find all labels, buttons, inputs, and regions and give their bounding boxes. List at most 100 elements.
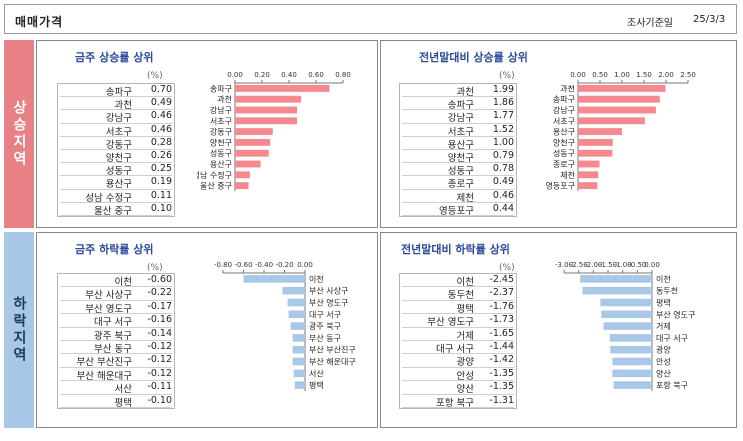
category-label: 부산 사상구 — [309, 286, 348, 296]
bar — [290, 322, 305, 330]
region-name: 부산 영도구 — [85, 303, 132, 315]
region-value: -1.73 — [489, 314, 514, 326]
region-name: 송파구 — [105, 87, 132, 98]
bar — [578, 160, 600, 168]
region-name: 이천 — [114, 277, 132, 288]
region-value: 1.00 — [492, 136, 514, 148]
survey-date-label: 조사기준일 — [627, 18, 673, 29]
x-tick-label: 0.00 — [644, 261, 660, 269]
region-name: 양천구 — [105, 153, 132, 164]
bar — [612, 357, 652, 366]
category-label: 거제 — [656, 322, 671, 331]
region-name: 과천 — [114, 100, 132, 112]
category-label: 종로구 — [553, 160, 575, 169]
region-value: -1.76 — [489, 300, 514, 312]
region-name: 부산 동구 — [94, 344, 132, 355]
category-label: 울산 중구 — [200, 181, 232, 191]
x-tick-label: 0.50 — [592, 71, 608, 79]
region-value: -0.10 — [147, 394, 172, 406]
region-value: -1.31 — [489, 394, 514, 406]
x-tick-label: -0.80 — [214, 261, 232, 269]
region-value: -0.12 — [147, 367, 172, 379]
region-value: -0.16 — [147, 314, 172, 326]
category-label: 광양 — [656, 345, 671, 355]
bar — [292, 345, 305, 354]
region-value: 0.46 — [150, 123, 172, 135]
region-name: 성동구 — [105, 166, 132, 178]
region-name: 부산 해운대구 — [76, 370, 132, 382]
value-table: 이천 -2.45 동두천 -2.37 평택 -1.76 부산 영도구 -1.73 거제 -1.65… — [399, 273, 517, 409]
bar — [578, 128, 622, 136]
table-row: 용산구 0.19 — [60, 176, 172, 190]
ytd-rise-panel: 전년말대비 상승률 상위 (%) 과천 1.99 송파구 1.86 강남구 1.77 서초구 1.… — [380, 40, 737, 228]
page-title: 매매가격 — [15, 15, 64, 29]
category-label: 성남 수정구 — [197, 170, 232, 180]
region-name: 종로구 — [447, 179, 474, 191]
region-name: 광양 — [456, 357, 474, 369]
bar — [578, 95, 660, 103]
region-name: 거제 — [456, 330, 474, 342]
table-row: 서산 -0.11 — [60, 381, 172, 395]
region-name: 울산 중구 — [94, 205, 132, 217]
region-name: 용산구 — [447, 139, 474, 151]
category-label: 강동구 — [210, 127, 232, 137]
category-label: 용산구 — [553, 127, 575, 137]
bar — [235, 149, 269, 157]
table-row: 평택 -1.76 — [402, 300, 514, 315]
x-tick-label: 0.00 — [570, 71, 586, 79]
category-label: 평택 — [309, 380, 324, 390]
bar — [578, 106, 656, 114]
bar — [578, 117, 645, 125]
x-tick-label: 0.80 — [335, 71, 351, 79]
table-row: 안성 -1.35 — [402, 367, 514, 382]
table-row: 양천구 0.79 — [402, 150, 514, 164]
x-tick-label: -1.00 — [614, 261, 632, 269]
bar — [287, 298, 305, 307]
x-tick-label: -0.20 — [275, 261, 293, 269]
region-name: 양천구 — [447, 153, 474, 164]
category-label: 부산 동구 — [309, 333, 341, 343]
bar — [578, 138, 613, 146]
table-row: 광주 북구 -0.14 — [60, 328, 172, 342]
x-tick-label: 0.20 — [254, 71, 270, 79]
region-name: 포항 북구 — [436, 397, 474, 409]
region-value: 0.44 — [492, 202, 514, 214]
category-label: 포항 북구 — [656, 381, 688, 390]
region-value: 1.99 — [492, 84, 514, 95]
falling-regions-label: 하락지역 — [11, 296, 27, 364]
category-label: 대구 서구 — [309, 310, 341, 319]
category-label: 부산 부산진구 — [309, 345, 356, 355]
bar-chart: 0.00 0.50 1.00 1.50 2.00 2.50 과천송파구강남구서초구용산구양천… — [546, 71, 696, 191]
bar — [610, 345, 652, 354]
region-name: 평택 — [456, 303, 474, 315]
region-name: 성남 수정구 — [85, 192, 132, 204]
header-bar: 매매가격 조사기준일 25/3/3 — [4, 4, 737, 34]
region-name: 서초구 — [447, 126, 474, 138]
region-value: 0.28 — [150, 136, 172, 148]
bar — [235, 95, 302, 103]
table-row: 과천 0.49 — [60, 97, 172, 112]
region-value: -0.17 — [147, 300, 172, 312]
weekly-rise-panel: 금주 상승률 상위 (%) 송파구 0.70 과천 0.49 강남구 0.46 서초구 0.46 강… — [36, 40, 378, 228]
panel-title: 금주 하락률 상위 — [75, 243, 154, 256]
rising-regions-label: 상승지역 — [11, 100, 27, 168]
region-value: 1.52 — [492, 123, 514, 135]
category-label: 서산 — [309, 368, 324, 378]
region-value: -0.60 — [147, 274, 172, 285]
x-tick-label: -0.40 — [255, 261, 273, 269]
table-row: 평택 -0.10 — [60, 394, 172, 409]
region-value: -1.35 — [489, 381, 514, 393]
x-tick-label: -0.60 — [234, 261, 252, 269]
region-name: 영등포구 — [439, 205, 474, 217]
region-value: -1.35 — [489, 367, 514, 379]
table-row: 동두천 -2.37 — [402, 287, 514, 301]
x-tick-label: -2.00 — [584, 261, 602, 269]
table-row: 송파구 1.86 — [402, 97, 514, 111]
category-label: 대구 서구 — [656, 334, 688, 343]
table-row: 종로구 0.49 — [402, 176, 514, 191]
bar — [613, 381, 652, 389]
table-row: 부산 동구 -0.12 — [60, 341, 172, 355]
table-row: 울산 중구 0.10 — [60, 203, 172, 217]
bar-chart: 0.00 0.20 0.40 0.60 0.80 송파구과천강남구서초구강동구양천구성동구… — [197, 71, 351, 191]
